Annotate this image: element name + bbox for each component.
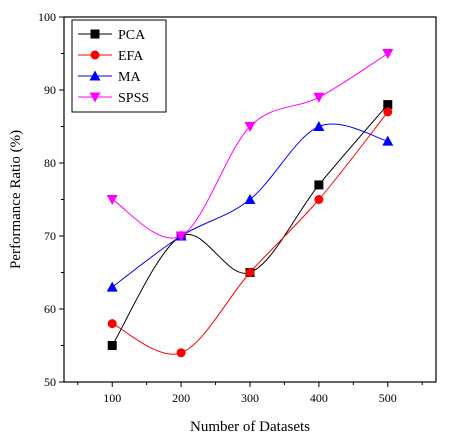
legend-label-spss: SPSS: [118, 91, 149, 106]
axes: 50 60 70 80 90 100 100 200 300 400 500: [38, 10, 437, 405]
data-point-pca: [314, 180, 324, 190]
series-ma: [106, 121, 394, 292]
series-line-pca: [111, 104, 389, 346]
y-tick-label: 70: [44, 229, 56, 243]
series-spss: [106, 49, 394, 242]
data-point-pca: [107, 341, 117, 350]
data-point-ma: [313, 121, 325, 131]
data-point-spss: [106, 195, 118, 205]
data-point-spss: [382, 49, 394, 59]
legend-label-ma: MA: [118, 70, 141, 85]
legend: PCA EFA MA SPSS: [71, 19, 167, 113]
legend-label-pca: PCA: [118, 28, 146, 43]
x-tick-label: 200: [172, 391, 190, 405]
legend-marker-efa: [90, 50, 100, 60]
data-point-pca: [383, 100, 393, 110]
data-point-spss: [313, 92, 325, 103]
y-tick-label: 100: [38, 10, 56, 24]
legend-marker-pca: [90, 29, 100, 39]
data-point-efa: [314, 195, 324, 204]
series-efa: [107, 107, 393, 358]
data-point-ma: [382, 135, 394, 146]
x-tick-label: 100: [103, 391, 121, 405]
data-point-ma: [106, 281, 118, 292]
legend-marker-ma: [89, 70, 101, 81]
x-tick-label: 400: [310, 391, 328, 405]
series-layer: [106, 49, 394, 358]
legend-label-efa: EFA: [118, 49, 144, 64]
x-tick-label: 500: [379, 391, 397, 405]
data-point-efa: [245, 268, 255, 277]
x-axis-title: Number of Datasets: [190, 419, 310, 435]
data-point-spss: [244, 122, 256, 132]
data-point-ma: [244, 194, 256, 204]
series-line-efa: [112, 111, 389, 355]
data-point-spss: [175, 231, 187, 242]
y-axis-title: Performance Ratio (%): [8, 130, 24, 269]
x-tick-label: 300: [241, 391, 259, 405]
series-pca: [107, 100, 393, 350]
legend-marker-spss: [89, 92, 101, 103]
y-tick-label: 80: [44, 156, 56, 170]
y-tick-label: 60: [44, 302, 56, 316]
y-tick-label: 50: [44, 375, 56, 389]
data-point-efa: [107, 319, 117, 329]
y-tick-label: 90: [44, 83, 56, 97]
data-point-efa: [176, 348, 186, 358]
data-point-efa: [383, 107, 393, 117]
series-line-ma: [111, 123, 388, 288]
